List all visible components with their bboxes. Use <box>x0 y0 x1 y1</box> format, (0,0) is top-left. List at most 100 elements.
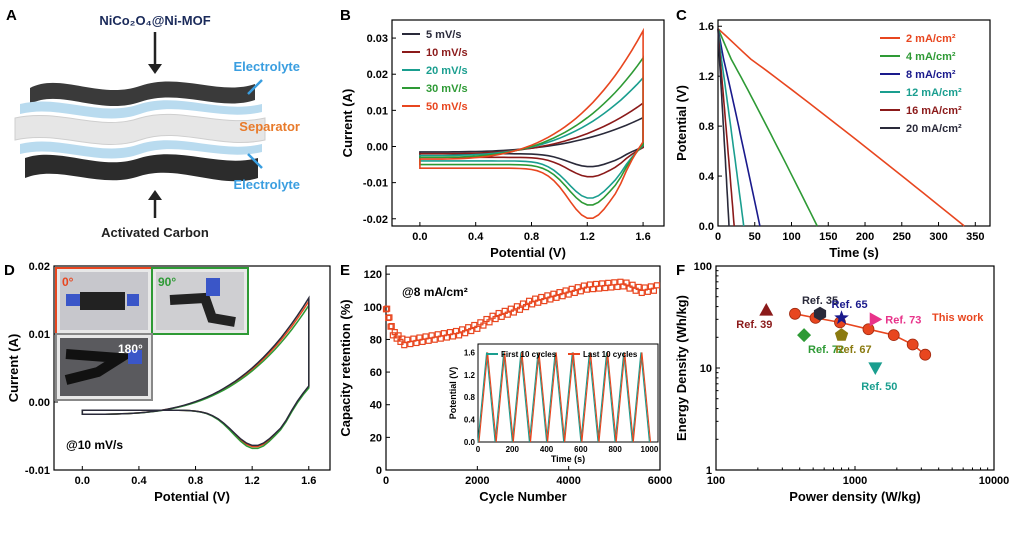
inset-legend-label: Last 10 cycles <box>583 350 638 359</box>
data-point <box>384 305 391 312</box>
plot-frame <box>53 265 331 471</box>
inset-y-tick-label: 0.0 <box>464 438 476 447</box>
inset-x-tick-label: 400 <box>540 445 554 454</box>
this-work-point <box>789 307 801 320</box>
legend-label: 20 mV/s <box>426 65 468 77</box>
panel-e-letter: E <box>340 262 350 279</box>
ref-label: Ref. 39 <box>736 319 772 331</box>
y-tick-label: 0.00 <box>29 397 50 409</box>
inset-x-tick-label: 800 <box>608 445 622 454</box>
inset-y-axis-label: Potential (V) <box>448 367 458 420</box>
data-point <box>486 319 493 326</box>
y-tick-label: 20 <box>370 432 382 444</box>
data-point <box>492 315 499 323</box>
y-tick-label: 0.01 <box>367 105 388 117</box>
this-work-point <box>919 348 932 361</box>
data-point <box>388 323 395 330</box>
x-axis-label: Time (s) <box>829 245 879 260</box>
chart-b: 0.0 0.4 0.8 1.2 1.6 -0.02 -0.01 0.00 0.01 0.02 0.0… <box>340 19 665 260</box>
legend-label: 20 mA/cm² <box>906 123 962 135</box>
discharge-curve-2-mA-cm- <box>717 28 965 227</box>
x-tick-label: 0.0 <box>412 231 427 243</box>
panel-f-letter: F <box>676 262 685 279</box>
cv-curve-10-mV-s <box>419 101 644 178</box>
inset-legend-label: First 10 cycles <box>501 350 557 359</box>
data-point <box>547 296 554 303</box>
arrow-head-icon <box>148 190 162 200</box>
data-point <box>462 330 469 337</box>
legend-label: 10 mV/s <box>426 47 468 59</box>
panel-c-letter: C <box>676 7 687 24</box>
y-tick-label: 0.03 <box>367 33 388 45</box>
data-point <box>516 306 524 313</box>
inset-y-tick-label: 1.2 <box>464 371 476 380</box>
panel-a-letter: A <box>6 7 17 24</box>
inset-first-10-cycles <box>477 352 650 443</box>
y-tick-label: 0.0 <box>699 221 714 233</box>
x-tick-label: 1.6 <box>635 231 650 243</box>
plot-frame <box>715 265 995 471</box>
x-tick-label: 6000 <box>648 475 672 487</box>
data-point <box>629 281 636 288</box>
x-tick-label: 1000 <box>843 475 867 487</box>
data-point <box>653 282 661 289</box>
supercapacitor-layers-icon <box>14 81 266 182</box>
x-axis-label: Potential (V) <box>490 245 566 260</box>
panel-e-annotation: @8 mA/cm² <box>402 285 468 299</box>
inset-y-tick-label: 0.4 <box>464 416 476 425</box>
chart-d: 0.0 0.4 0.8 1.2 1.6 -0.01 0.00 0.01 0.02 Potentia… <box>6 261 331 504</box>
y-axis-label: Energy Density (Wh/kg) <box>674 295 689 441</box>
discharge-curve-12-mA-cm- <box>717 28 745 227</box>
y-tick-label: 60 <box>370 367 382 379</box>
panel-d-letter: D <box>4 262 15 279</box>
ref-label: Ref. 50 <box>861 381 897 393</box>
data-point <box>635 283 642 291</box>
this-work-point <box>887 329 900 342</box>
ref-marker-ref-65 <box>834 310 849 325</box>
this-work-label: This work <box>932 312 984 324</box>
panel-b-letter: B <box>340 7 351 24</box>
legend-label: 4 mA/cm² <box>906 51 956 63</box>
panel-d-annotation: @10 mV/s <box>66 438 123 452</box>
data-point <box>504 311 511 318</box>
data-point <box>541 297 548 305</box>
data-point <box>391 328 398 336</box>
y-tick-label: 0.4 <box>699 171 715 183</box>
inset-x-tick-label: 200 <box>506 445 520 454</box>
y-tick-label: 100 <box>694 261 712 273</box>
x-tick-label: 0.8 <box>524 231 539 243</box>
x-tick-label: 150 <box>819 231 837 243</box>
y-tick-label: -0.01 <box>25 465 50 477</box>
y-tick-label: 1.2 <box>699 71 714 83</box>
data-point <box>565 291 572 298</box>
data-point <box>553 294 560 301</box>
x-tick-label: 0 <box>715 231 721 243</box>
ref-marker-ref-35 <box>813 306 827 321</box>
this-work-point <box>862 323 875 336</box>
legend-label: 30 mV/s <box>426 83 468 95</box>
inset-last-10-cycles <box>478 352 652 443</box>
x-axis-label: Power density (W/kg) <box>789 489 920 504</box>
y-tick-label: 0 <box>376 465 382 477</box>
x-tick-label: 0.4 <box>468 231 484 243</box>
ref-marker-ref-67 <box>834 328 849 341</box>
discharge-curve-4-mA-cm- <box>717 28 818 227</box>
data-point <box>395 332 402 339</box>
legend-label: 16 mA/cm² <box>906 105 962 117</box>
panel-a-separator: Separator <box>239 119 300 134</box>
ref-marker-ref-73 <box>869 312 883 327</box>
cv-curve-180- <box>81 295 310 447</box>
y-axis-label: Capacity retention (%) <box>338 299 353 436</box>
ref-label: Ref. 65 <box>832 299 868 311</box>
x-tick-label: 0.8 <box>188 475 203 487</box>
data-point <box>571 289 578 297</box>
y-tick-label: 0.00 <box>367 141 388 153</box>
data-point <box>480 322 487 329</box>
photo-0-label: 0° <box>62 275 74 289</box>
y-axis-label: Potential (V) <box>674 85 689 161</box>
y-tick-label: 1 <box>706 465 712 477</box>
x-tick-label: 0.0 <box>75 475 90 487</box>
data-point <box>638 289 645 297</box>
